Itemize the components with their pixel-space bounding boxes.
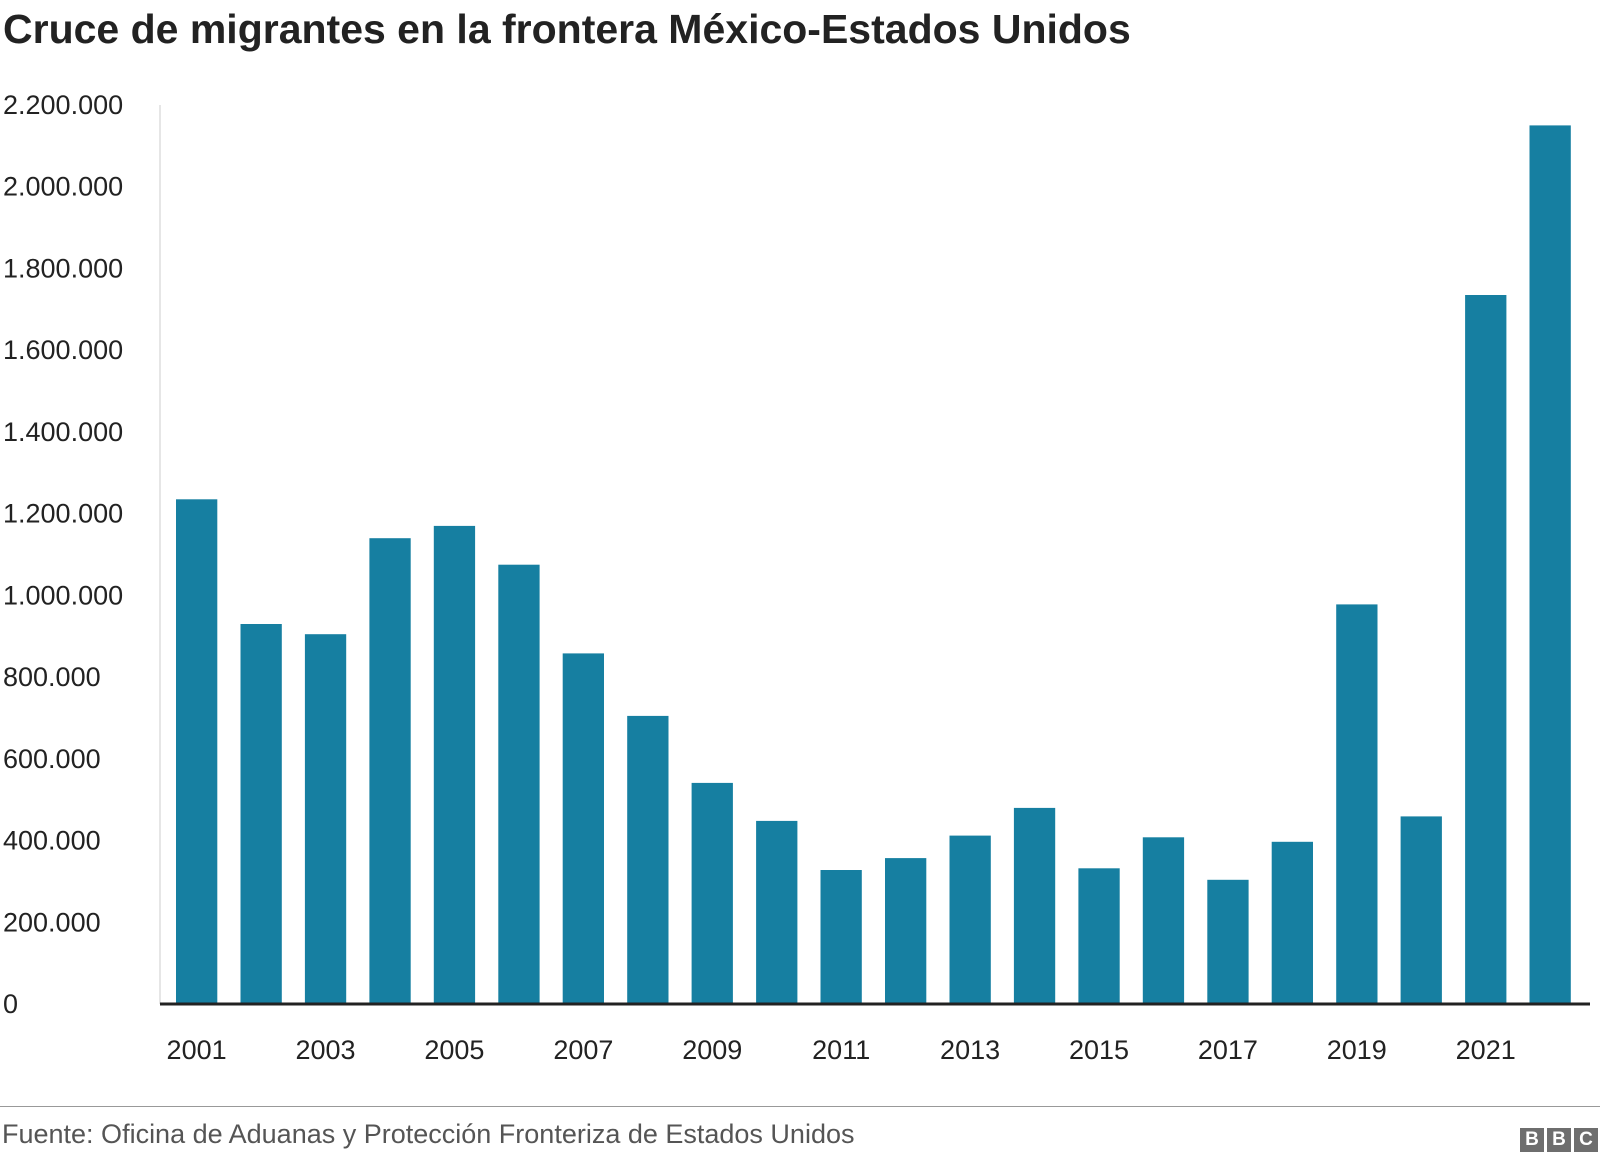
y-tick-label: 1.600.000 [3,335,123,365]
bar-chart: 0 200.000 400.000 600.000 800.000 1.000.000 1.… [3,90,1590,1065]
x-tick-label: 2011 [812,1035,870,1065]
x-tick-label: 2007 [553,1035,613,1065]
y-tick-label: 800.000 [3,662,101,692]
x-tick-label: 2009 [682,1035,742,1065]
y-tick-label: 200.000 [3,907,101,937]
x-tick-label: 2015 [1069,1035,1129,1065]
bar-2017 [1207,879,1249,1004]
bar-2013 [949,835,991,1004]
x-tick-label: 2019 [1327,1035,1387,1065]
bar-2007 [562,653,604,1004]
x-tick-label: 2001 [167,1035,227,1065]
y-tick-label: 2.200.000 [3,90,123,120]
bar-2021 [1465,295,1507,1004]
bar-2018 [1271,841,1313,1004]
x-tick-label: 2017 [1198,1035,1258,1065]
bar-2011 [820,870,862,1004]
bar-2008 [627,715,669,1004]
bar-2001 [176,499,218,1004]
bbc-logo-letter: B [1520,1128,1544,1152]
x-tick-label: 2021 [1456,1035,1516,1065]
y-tick-label: 2.000.000 [3,172,123,202]
bar-2010 [756,820,798,1004]
bar-2009 [691,782,733,1004]
bar-2019 [1336,604,1378,1004]
bar-2003 [304,634,347,1004]
chart-title: Cruce de migrantes en la frontera México… [3,6,1131,52]
y-tick-label: 0 [3,989,18,1019]
bar-2020 [1400,816,1442,1004]
bar-2012 [885,858,927,1004]
bars [176,125,1571,1004]
bar-2014 [1013,807,1056,1004]
footer-divider [0,1106,1600,1107]
bbc-logo: B B C [1520,1128,1598,1152]
x-axis: 2001 2003 2005 2007 2009 2011 2013 2015 2017 2019… [160,1002,1590,1065]
y-tick-label: 1.400.000 [3,417,123,447]
bar-2015 [1078,868,1120,1004]
bar-2016 [1142,837,1185,1004]
y-tick-label: 400.000 [3,826,101,856]
bar-2022 [1529,125,1571,1004]
source-note: Fuente: Oficina de Aduanas y Protección … [2,1119,855,1149]
bar-2002 [240,624,282,1004]
y-axis: 0 200.000 400.000 600.000 800.000 1.000.000 1.… [3,90,161,1019]
x-tick-label: 2005 [424,1035,484,1065]
y-tick-label: 1.800.000 [3,253,123,283]
y-tick-label: 1.200.000 [3,499,123,529]
bbc-logo-letter: C [1574,1128,1598,1152]
x-tick-label: 2003 [295,1035,355,1065]
bbc-logo-letter: B [1547,1128,1571,1152]
x-tick-label: 2013 [940,1035,1000,1065]
y-tick-label: 1.000.000 [3,580,123,610]
bar-2005 [433,525,476,1004]
y-tick-label: 600.000 [3,744,101,774]
bar-2004 [369,538,411,1004]
bar-2006 [498,564,540,1004]
